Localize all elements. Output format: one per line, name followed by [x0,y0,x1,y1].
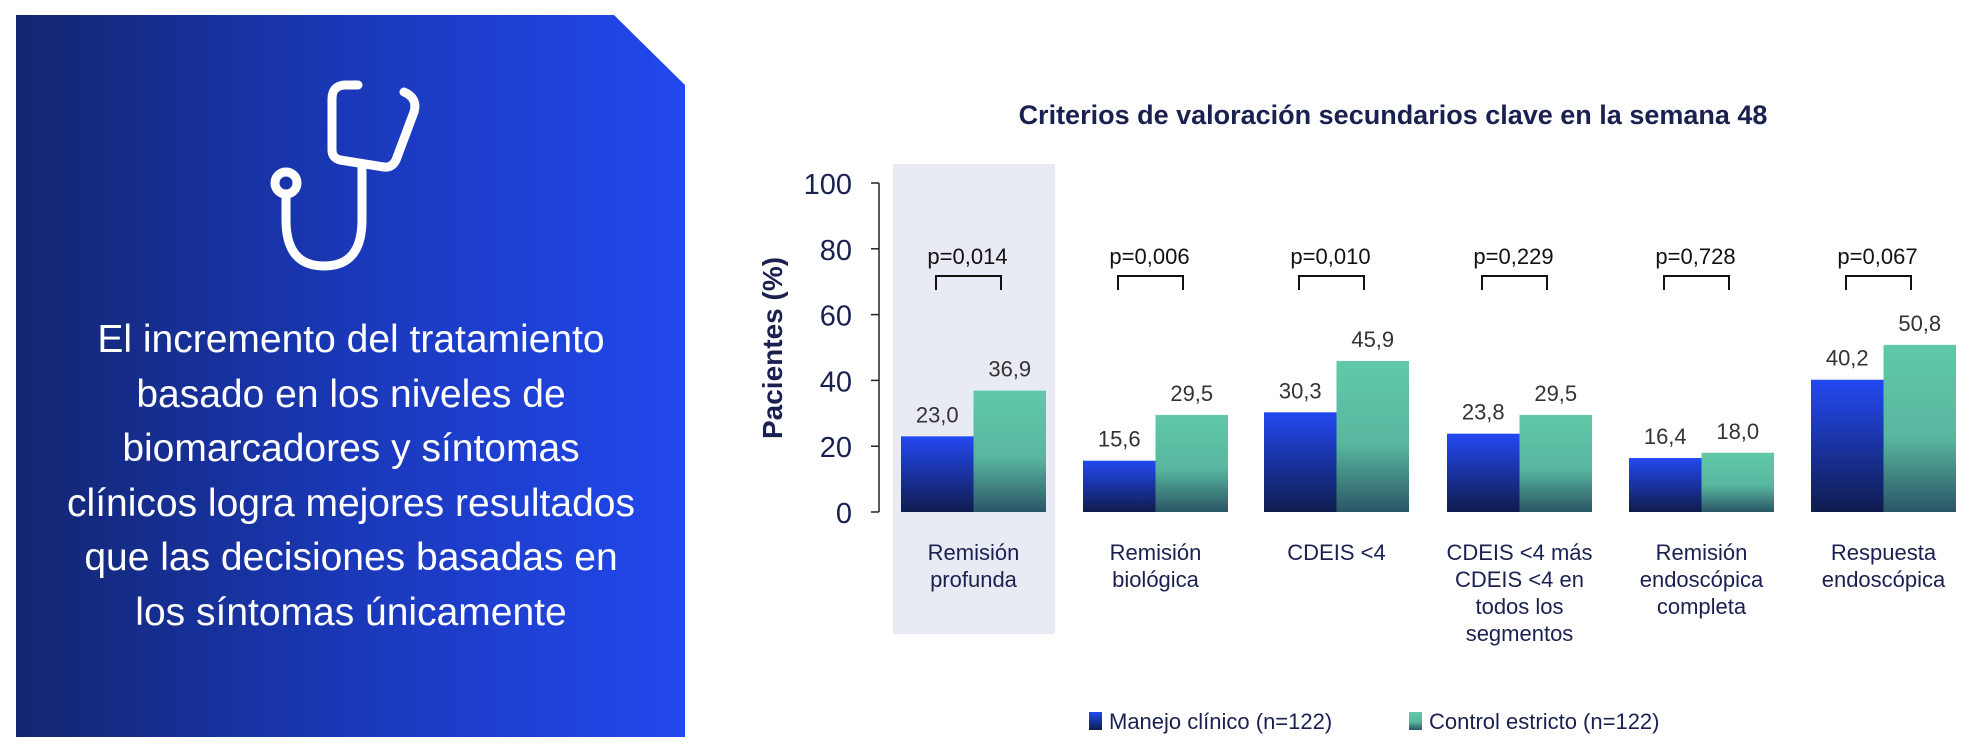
bar-control-estricto [973,390,1046,512]
category-label: Remisión [1110,540,1202,565]
data-label: 29,5 [1170,381,1213,406]
legend-label: Manejo clínico (n=122) [1109,709,1332,734]
category-label: segmentos [1466,621,1574,646]
category-label: completa [1657,594,1747,619]
significance-bracket [1845,275,1912,290]
data-label: 18,0 [1716,419,1759,444]
y-axis-title: Pacientes (%) [757,257,788,439]
data-label: 23,0 [916,402,959,427]
significance-bracket [935,275,1002,290]
bar-manejo-clinico [1447,433,1520,512]
data-label: 30,3 [1279,378,1322,403]
category-label: Remisión [1656,540,1748,565]
chart-title: Criterios de valoración secundarios clav… [1019,100,1768,130]
category-label: endoscópica [1822,567,1946,592]
category-label: profunda [930,567,1018,592]
bar-manejo-clinico [1264,412,1337,512]
data-label: 23,8 [1462,400,1505,425]
stethoscope-icon [270,80,420,271]
data-label: 15,6 [1098,427,1141,452]
category-label: endoscópica [1640,567,1764,592]
bar-control-estricto [1519,414,1592,512]
data-label: 16,4 [1644,424,1687,449]
bar-control-estricto [1883,344,1956,512]
legend-item: Control estricto (n=122) [1409,709,1660,734]
bar-manejo-clinico [1629,458,1702,512]
category-label: CDEIS <4 [1287,540,1385,565]
p-value-label: p=0,006 [1109,244,1189,269]
category-label: todos los [1475,594,1563,619]
category-label: biológica [1112,567,1200,592]
y-tick-label: 40 [820,366,852,398]
significance-bracket [1298,275,1365,290]
bar-control-estricto [1155,414,1228,512]
y-tick-label: 20 [820,432,852,464]
significance-bracket [1663,275,1730,290]
p-value-label: p=0,067 [1837,244,1917,269]
bar-manejo-clinico [1083,460,1156,512]
significance-bracket [1117,275,1184,290]
y-tick-label: 0 [836,498,852,530]
bar-control-estricto [1701,452,1774,512]
data-label: 50,8 [1898,311,1941,336]
p-value-label: p=0,229 [1473,244,1553,269]
bar-group: 16,4 18,0 p=0,728 Remisiónendoscópicacomple… [1629,244,1774,619]
p-value-label: p=0,010 [1290,244,1370,269]
bar-manejo-clinico [1811,379,1884,512]
legend-swatch [1089,712,1102,730]
bar-control-estricto [1336,360,1409,512]
bar-group: 30,3 45,9 p=0,010 CDEIS <4 [1264,244,1409,565]
category-label: CDEIS <4 más [1446,540,1592,565]
summary-panel: El incremento del tratamiento basado en … [16,15,685,737]
data-label: 36,9 [988,357,1031,382]
y-tick-label: 100 [804,169,852,201]
category-label: Respuesta [1831,540,1937,565]
category-label: Remisión [928,540,1020,565]
data-label: 40,2 [1826,346,1869,371]
y-tick-label: 80 [820,235,852,267]
data-label: 45,9 [1351,327,1394,352]
significance-bracket [1481,275,1548,290]
p-value-label: p=0,728 [1655,244,1735,269]
legend-item: Manejo clínico (n=122) [1089,709,1332,734]
bar-manejo-clinico [901,436,974,512]
data-label: 29,5 [1534,381,1577,406]
category-label: CDEIS <4 en [1455,567,1584,592]
summary-message: El incremento del tratamiento basado en … [67,318,635,634]
y-tick-label: 60 [820,301,852,333]
p-value-label: p=0,014 [927,244,1007,269]
legend-swatch [1409,712,1422,730]
legend-label: Control estricto (n=122) [1429,709,1660,734]
